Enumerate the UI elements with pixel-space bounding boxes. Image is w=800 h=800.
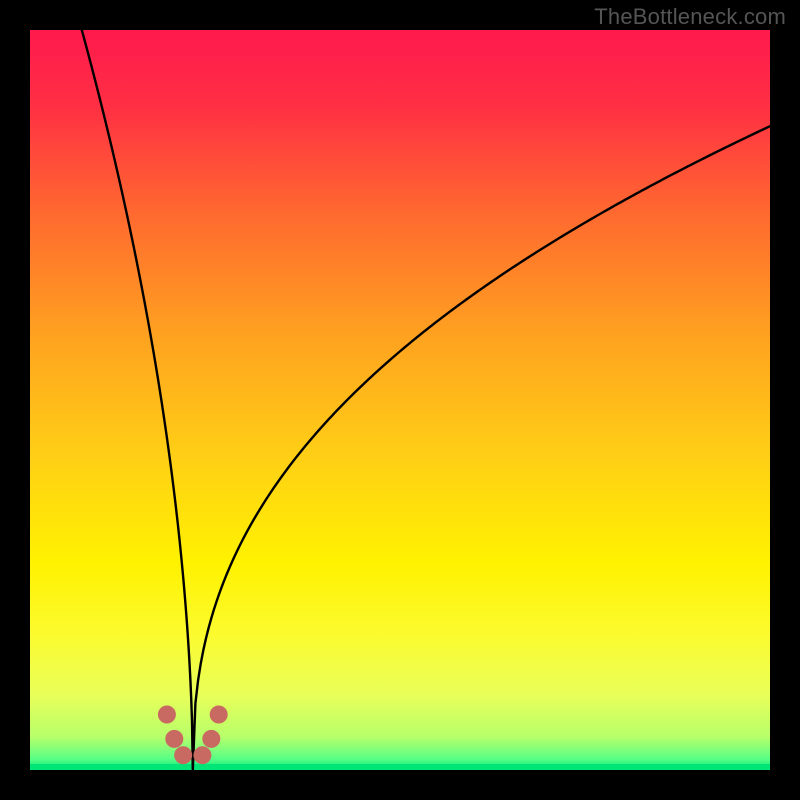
valley-marker	[203, 730, 220, 747]
bottleneck-chart	[0, 0, 800, 800]
valley-marker	[166, 730, 183, 747]
plot-background	[30, 30, 770, 770]
valley-marker	[175, 747, 192, 764]
valley-marker	[210, 706, 227, 723]
baseline-strip	[30, 764, 770, 770]
valley-marker	[194, 747, 211, 764]
valley-marker	[158, 706, 175, 723]
attribution-text: TheBottleneck.com	[594, 4, 786, 30]
